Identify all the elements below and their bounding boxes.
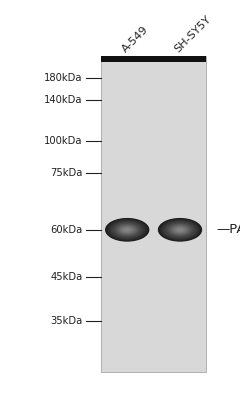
Ellipse shape: [159, 218, 201, 241]
Ellipse shape: [165, 222, 195, 238]
Ellipse shape: [121, 226, 133, 233]
Ellipse shape: [158, 218, 202, 242]
Ellipse shape: [124, 228, 130, 232]
Ellipse shape: [108, 220, 146, 240]
Text: 75kDa: 75kDa: [50, 168, 83, 178]
Ellipse shape: [111, 221, 143, 238]
Ellipse shape: [113, 222, 141, 237]
Text: A-549: A-549: [120, 24, 150, 54]
Ellipse shape: [170, 224, 190, 235]
Ellipse shape: [114, 223, 140, 237]
Text: 60kDa: 60kDa: [51, 225, 83, 235]
Ellipse shape: [179, 229, 181, 230]
Text: —PARP2: —PARP2: [216, 223, 240, 236]
Ellipse shape: [176, 228, 184, 232]
Bar: [154, 56, 206, 62]
Ellipse shape: [107, 219, 147, 240]
Ellipse shape: [175, 227, 185, 232]
Ellipse shape: [123, 228, 131, 232]
Ellipse shape: [109, 220, 145, 240]
Ellipse shape: [168, 223, 192, 236]
Text: 140kDa: 140kDa: [44, 95, 83, 105]
Ellipse shape: [120, 226, 134, 234]
Ellipse shape: [125, 229, 129, 231]
Ellipse shape: [119, 226, 135, 234]
Text: 100kDa: 100kDa: [44, 136, 83, 146]
Ellipse shape: [117, 224, 137, 235]
Text: SH-SY5Y: SH-SY5Y: [173, 14, 213, 54]
Ellipse shape: [116, 224, 138, 236]
Ellipse shape: [126, 229, 128, 230]
Ellipse shape: [173, 226, 187, 234]
Ellipse shape: [172, 226, 188, 234]
Bar: [101, 56, 206, 372]
Ellipse shape: [174, 226, 186, 233]
Text: 35kDa: 35kDa: [51, 316, 83, 326]
Text: 45kDa: 45kDa: [51, 272, 83, 282]
Ellipse shape: [105, 218, 149, 242]
Ellipse shape: [106, 218, 148, 241]
Ellipse shape: [118, 225, 136, 235]
Ellipse shape: [171, 225, 189, 235]
Ellipse shape: [163, 221, 197, 239]
Ellipse shape: [115, 223, 139, 236]
Ellipse shape: [160, 219, 200, 240]
Ellipse shape: [162, 220, 198, 240]
Ellipse shape: [122, 227, 132, 232]
Ellipse shape: [161, 220, 199, 240]
Ellipse shape: [167, 223, 193, 237]
Ellipse shape: [110, 221, 144, 239]
Text: 180kDa: 180kDa: [44, 73, 83, 83]
Bar: [101, 56, 154, 62]
Ellipse shape: [166, 222, 194, 237]
Ellipse shape: [178, 229, 182, 231]
Ellipse shape: [112, 222, 142, 238]
Ellipse shape: [164, 221, 196, 238]
Ellipse shape: [177, 228, 183, 232]
Ellipse shape: [169, 224, 191, 236]
